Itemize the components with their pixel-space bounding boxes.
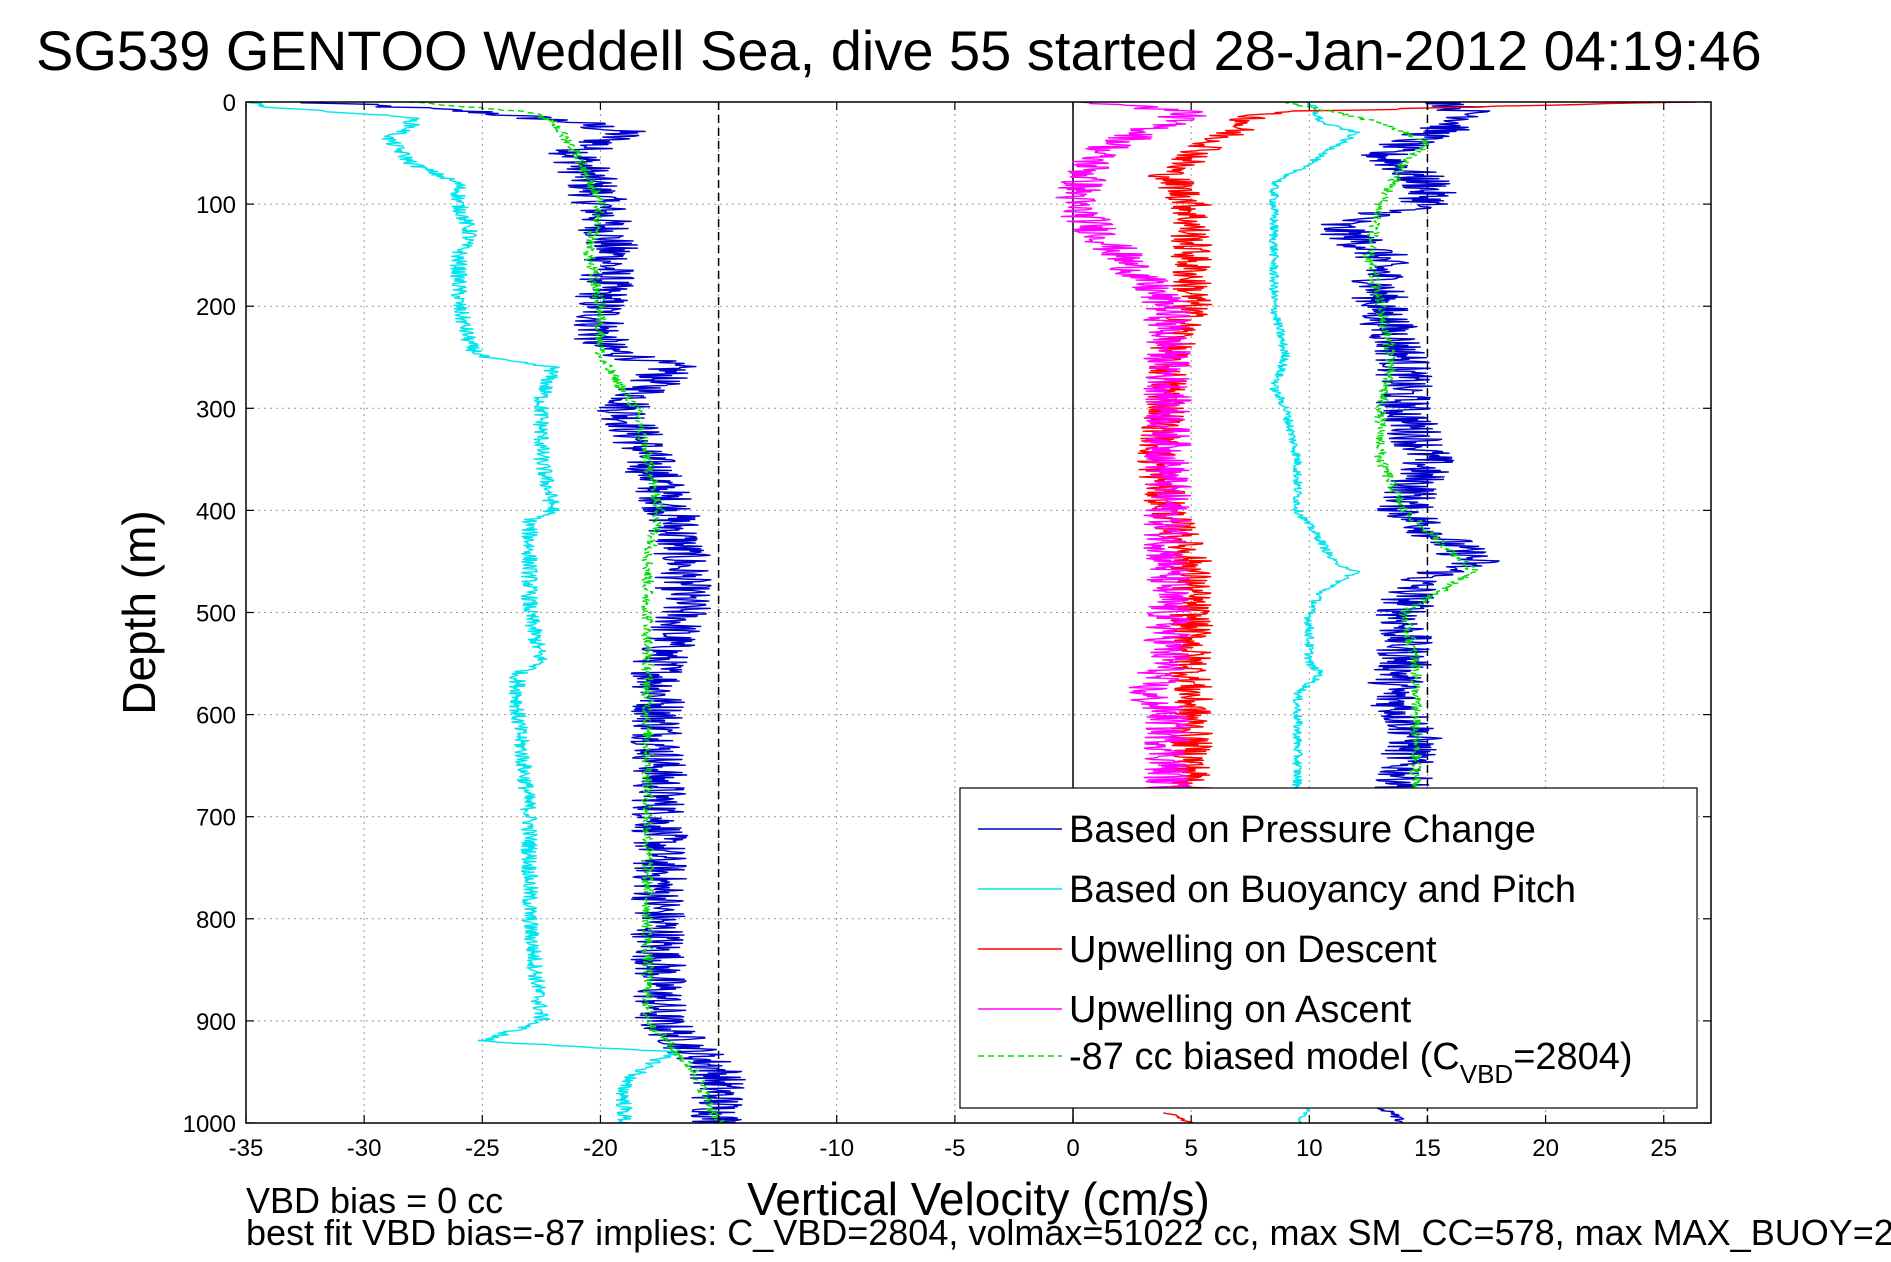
x-tick-label: -30	[347, 1135, 382, 1162]
series-line	[408, 102, 725, 1123]
y-axis-label: Depth (m)	[113, 510, 165, 714]
series-line	[1297, 1107, 1311, 1123]
y-tick-label: 700	[196, 805, 236, 832]
x-tick-label: 0	[1066, 1135, 1079, 1162]
y-tick-label: 0	[223, 90, 236, 117]
legend: Based on Pressure Change Based on Buoyanc…	[959, 787, 1698, 1109]
series-line	[1320, 102, 1500, 818]
x-axis-ticks: -35 -30 -25 -20 -15 -10 -5 0 5 10 15 20 25	[229, 102, 1677, 1162]
y-axis-ticks: 0 100 200 300 400 500 600 700 800 900 1000	[183, 90, 1711, 1138]
series-line	[1268, 102, 1361, 818]
x-tick-label: -10	[819, 1135, 854, 1162]
series-line	[1163, 1112, 1193, 1123]
x-tick-label: 20	[1532, 1135, 1559, 1162]
x-tick-label: 15	[1414, 1135, 1441, 1162]
legend-label: Upwelling on Ascent	[1069, 989, 1412, 1031]
x-tick-label: 5	[1184, 1135, 1197, 1162]
chart-title: SG539 GENTOO Weddell Sea, dive 55 starte…	[36, 19, 1762, 82]
footer-vbd-bias: VBD bias = 0 cc	[246, 1180, 503, 1221]
legend-box	[959, 787, 1698, 1109]
y-tick-label: 1000	[183, 1111, 236, 1138]
legend-label: Upwelling on Descent	[1069, 929, 1437, 971]
x-tick-label: 10	[1296, 1135, 1323, 1162]
x-tick-label: -20	[583, 1135, 618, 1162]
y-tick-label: 600	[196, 703, 236, 730]
y-tick-label: 500	[196, 601, 236, 628]
x-tick-label: -15	[701, 1135, 736, 1162]
x-tick-label: -25	[465, 1135, 500, 1162]
x-axis-label: Vertical Velocity (cm/s)	[747, 1173, 1210, 1225]
legend-tail: =2804)	[1513, 1036, 1632, 1078]
x-tick-label: 25	[1650, 1135, 1677, 1162]
series-line	[246, 102, 679, 1123]
legend-label: Based on Buoyancy and Pitch	[1069, 869, 1576, 911]
y-tick-label: 100	[196, 192, 236, 219]
series-line	[1055, 102, 1207, 818]
x-tick-label: -35	[229, 1135, 264, 1162]
y-tick-label: 400	[196, 498, 236, 525]
y-tick-label: 200	[196, 294, 236, 321]
x-tick-label: -5	[944, 1135, 965, 1162]
y-tick-label: 300	[196, 396, 236, 423]
data-series	[246, 102, 1696, 1123]
legend-subscript: VBD	[1460, 1059, 1513, 1089]
y-tick-label: 900	[196, 1009, 236, 1036]
y-tick-label: 800	[196, 907, 236, 934]
footer-best-fit: best fit VBD bias=-87 implies: C_VBD=280…	[246, 1212, 1891, 1253]
legend-label: Based on Pressure Change	[1069, 809, 1536, 851]
series-line	[1285, 102, 1480, 818]
